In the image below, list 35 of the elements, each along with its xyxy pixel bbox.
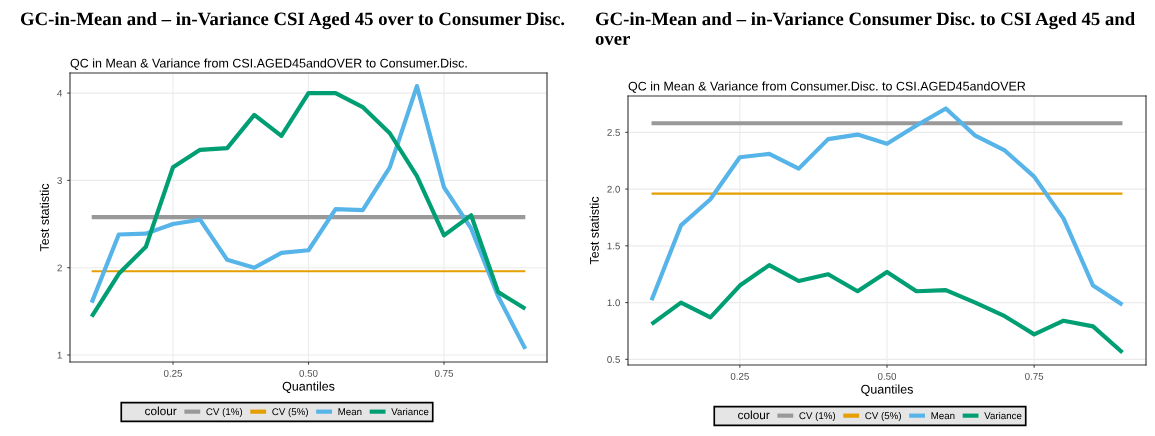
y-axis-title: Test statistic xyxy=(589,196,599,265)
chart-subtitle: QC in Mean & Variance from CSI.AGED45andOVER to Consumer.Disc. xyxy=(70,58,467,70)
y-tick-label: 1.5 xyxy=(607,242,620,250)
legend-label: Variance xyxy=(984,412,1022,420)
y-tick-label: 1.0 xyxy=(607,299,620,307)
x-tick-label: 0.50 xyxy=(299,369,318,377)
y-tick-label: 2.5 xyxy=(607,129,620,136)
x-tick-label: 0.50 xyxy=(877,372,897,380)
legend-label: CV (5%) xyxy=(272,408,308,418)
x-tick-label: 0.25 xyxy=(730,372,749,380)
x-axis-title: Quantiles xyxy=(861,384,913,396)
y-tick-label: 0.5 xyxy=(607,356,620,363)
line-series xyxy=(649,263,1125,355)
line-series xyxy=(649,106,1125,307)
legend-label: CV (1%) xyxy=(799,412,836,422)
legend-title: colour xyxy=(145,406,177,416)
y-tick-label: 2.0 xyxy=(607,185,620,193)
legend-label: Variance xyxy=(391,408,429,416)
legend-label: CV (1%) xyxy=(206,408,243,418)
y-tick-label: 4 xyxy=(57,89,63,97)
legend-title: colour xyxy=(738,410,770,420)
x-tick-label: 0.75 xyxy=(1025,372,1044,380)
x-tick-label: 0.25 xyxy=(163,369,183,377)
legend-label: Mean xyxy=(338,408,362,416)
y-tick-label: 3 xyxy=(57,177,62,185)
y-tick-label: 2 xyxy=(57,264,62,272)
legend-label: CV (5%) xyxy=(865,412,901,422)
y-axis-title: Test statistic xyxy=(39,183,49,252)
chart-title: GC-in-Mean and – in-Variance CSI Aged 45 over to Consumer Disc. xyxy=(20,12,565,30)
chart-subtitle: QC in Mean & Variance from Consumer.Disc. to CSI.AGED45andOVER xyxy=(628,81,1026,93)
x-tick-label: 0.75 xyxy=(434,369,454,377)
legend-label: Mean xyxy=(931,412,955,420)
chart-title: GC-in-Mean and – in-Variance Consumer Disc. to CSI Aged 45 and over xyxy=(595,12,1135,45)
y-tick-label: 1 xyxy=(57,351,62,359)
x-axis-title: Quantiles xyxy=(282,381,335,393)
